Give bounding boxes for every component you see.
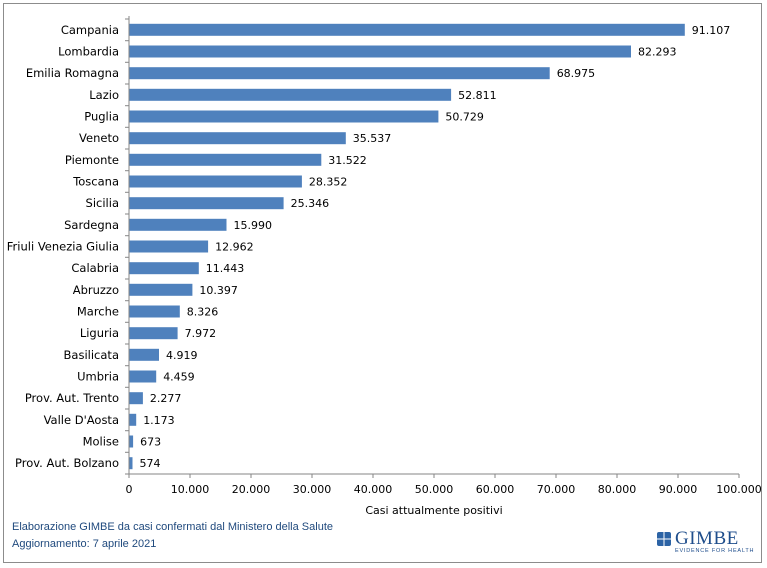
bar (129, 132, 346, 145)
category-label: Sicilia (86, 196, 119, 210)
data-label: 11.443 (206, 262, 245, 275)
category-label: Calabria (71, 261, 119, 275)
x-tick-label: 30.000 (293, 483, 332, 496)
category-label: Lombardia (58, 45, 119, 59)
source-note: Elaborazione GIMBE da casi confermati da… (12, 521, 333, 533)
bar (129, 348, 159, 361)
bar (129, 327, 178, 340)
x-tick-label: 20.000 (232, 483, 271, 496)
category-label: Sardegna (64, 218, 119, 232)
bar (129, 305, 180, 318)
data-label: 4.919 (166, 349, 198, 362)
category-label: Umbria (77, 370, 119, 384)
category-label: Liguria (80, 326, 119, 340)
logo-tagline: EVIDENCE FOR HEALTH (675, 548, 755, 554)
category-label: Abruzzo (73, 283, 119, 297)
data-label: 673 (140, 436, 161, 449)
data-label: 68.975 (557, 67, 596, 80)
category-label: Emilia Romagna (26, 66, 119, 80)
data-label: 1.173 (143, 414, 175, 427)
data-label: 4.459 (163, 371, 195, 384)
data-label: 2.277 (150, 392, 182, 405)
x-axis-title: Casi attualmente positivi (365, 504, 502, 517)
x-tick-label: 10.000 (171, 483, 210, 496)
data-label: 50.729 (445, 111, 484, 124)
data-label: 15.990 (234, 219, 273, 232)
data-label: 7.972 (185, 327, 217, 340)
data-label: 35.537 (353, 132, 392, 145)
x-tick-label: 0 (126, 483, 133, 496)
gimbe-logo: GIMBE EVIDENCE FOR HEALTH (657, 528, 753, 558)
bar (129, 413, 137, 426)
category-label: Basilicata (64, 348, 119, 362)
category-label: Molise (83, 435, 119, 449)
bar (129, 240, 209, 253)
x-tick-label: 100.000 (716, 483, 762, 496)
category-label: Lazio (89, 88, 119, 102)
data-label: 82.293 (638, 46, 677, 59)
data-label: 574 (140, 457, 161, 470)
category-label: Campania (61, 23, 119, 37)
category-label: Marche (77, 305, 119, 319)
category-label: Toscana (72, 175, 119, 189)
category-label: Valle D'Aosta (44, 413, 119, 427)
logo-name: GIMBE (675, 528, 739, 549)
bar (129, 110, 439, 123)
bar (129, 197, 284, 210)
bar (129, 67, 550, 80)
update-note: Aggiornamento: 7 aprile 2021 (12, 538, 157, 550)
category-label: Piemonte (65, 153, 119, 167)
category-label: Veneto (79, 131, 119, 145)
x-tick-label: 50.000 (415, 483, 454, 496)
x-tick-label: 90.000 (659, 483, 698, 496)
x-tick-label: 40.000 (354, 483, 393, 496)
bar (129, 218, 227, 231)
bar (129, 392, 143, 405)
data-label: 8.326 (187, 306, 219, 319)
bar (129, 370, 157, 383)
bar (129, 45, 631, 58)
bar (129, 457, 133, 470)
data-label: 12.962 (215, 241, 254, 254)
category-label: Prov. Aut. Trento (25, 391, 119, 405)
data-label: 52.811 (458, 89, 497, 102)
bar (129, 435, 134, 448)
category-label: Puglia (84, 110, 119, 124)
gimbe-logo-icon (657, 532, 671, 546)
category-label: Friuli Venezia Giulia (7, 240, 119, 254)
data-label: 91.107 (692, 24, 731, 37)
bar (129, 175, 302, 188)
x-tick-label: 70.000 (537, 483, 576, 496)
category-label: Prov. Aut. Bolzano (15, 456, 119, 470)
x-tick-label: 60.000 (476, 483, 515, 496)
data-label: 31.522 (328, 154, 367, 167)
data-label: 10.397 (199, 284, 238, 297)
bar (129, 23, 685, 36)
bar (129, 262, 199, 275)
bar (129, 88, 452, 101)
bar (129, 153, 322, 166)
data-label: 25.346 (291, 197, 330, 210)
x-tick-label: 80.000 (598, 483, 637, 496)
bar (129, 283, 193, 296)
data-label: 28.352 (309, 176, 348, 189)
